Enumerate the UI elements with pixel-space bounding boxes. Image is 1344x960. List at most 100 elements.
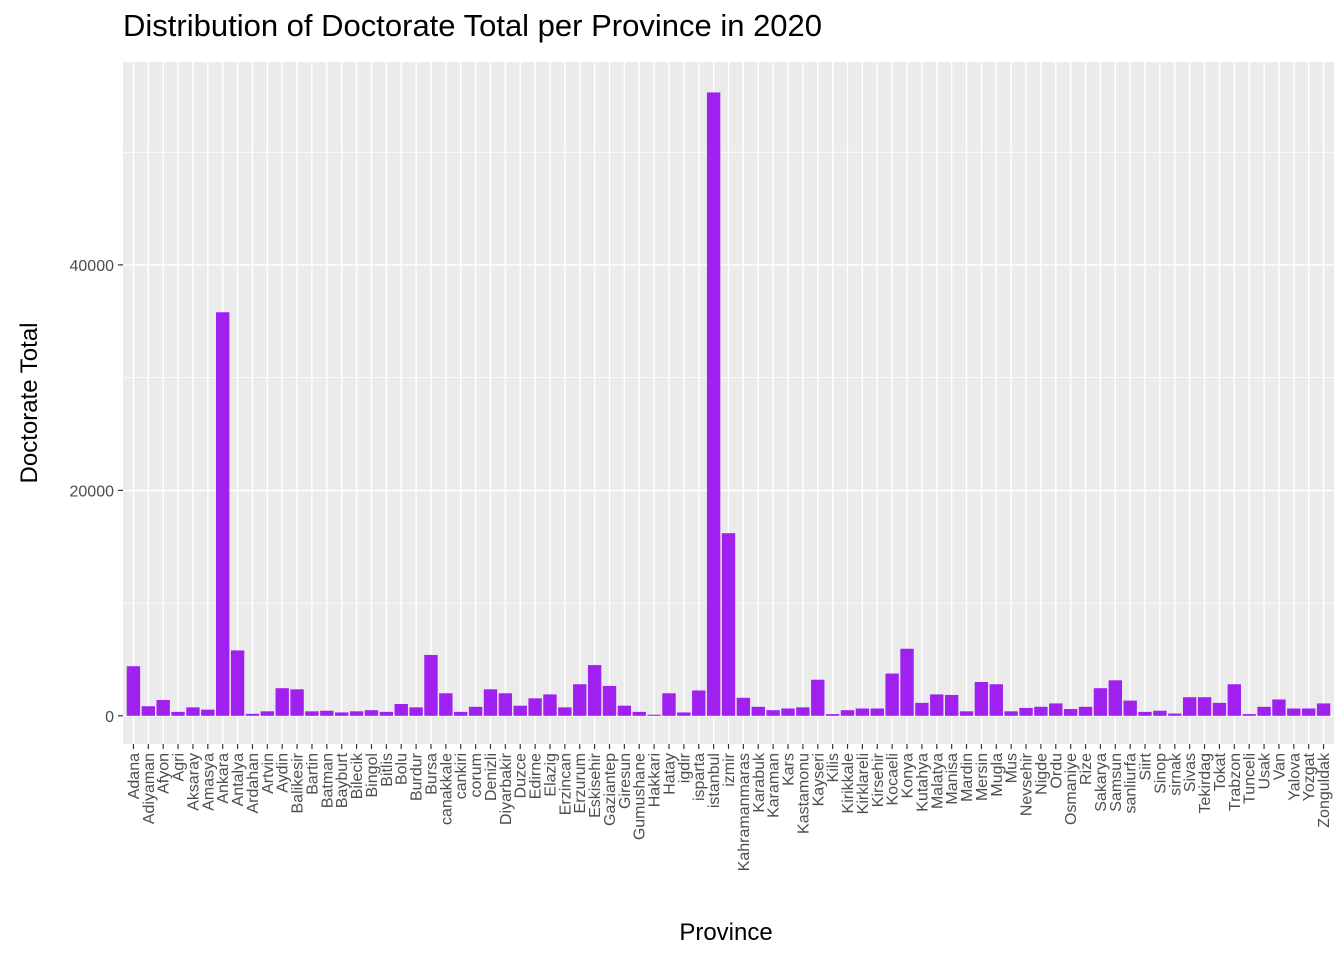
bar-burdur — [409, 707, 423, 716]
bar-canakkale — [439, 693, 453, 716]
x-tick-label: Sivas — [1182, 753, 1199, 792]
bar-afyon — [156, 700, 170, 716]
bar-sanliurfa — [1123, 700, 1137, 716]
bar-artvin — [260, 711, 275, 716]
x-tick-label: Artvin — [260, 753, 277, 794]
bar-bartin — [305, 711, 319, 716]
x-tick-label: Sakarya — [1093, 753, 1110, 812]
bar-hakkari — [647, 714, 661, 716]
bar-isparta — [692, 690, 706, 716]
bar-bayburt — [335, 712, 349, 716]
bar-nigde — [1034, 706, 1048, 716]
bar-aydin — [275, 688, 289, 716]
x-tick-label: Trabzon — [1227, 753, 1244, 811]
x-tick-label: Kirsehir — [870, 752, 887, 807]
x-tick-label: Kutahya — [914, 753, 931, 812]
x-tick-label: Mersin — [974, 753, 991, 801]
x-tick-label: Kocaeli — [885, 753, 902, 805]
x-tick-label: Tokat — [1212, 752, 1229, 791]
bar-ardahan — [245, 713, 260, 716]
bar-mus — [1004, 711, 1018, 716]
x-tick-label: istanbul — [706, 753, 723, 808]
bar-trabzon — [1227, 684, 1241, 716]
x-tick-label: Burdur — [409, 752, 426, 801]
x-tick-label: Konya — [900, 753, 917, 798]
bar-rize — [1078, 706, 1093, 716]
bar-gumushane — [632, 711, 646, 716]
x-tick-label: Edirne — [528, 753, 545, 799]
x-tick-label: Karaman — [766, 753, 783, 818]
x-tick-label: Malatya — [929, 753, 946, 809]
x-tick-label: Bitlis — [379, 753, 396, 787]
bar-adiyaman — [141, 706, 156, 716]
bar-mugla — [989, 684, 1003, 716]
bar-bingol — [364, 710, 379, 716]
bar-agri — [171, 711, 185, 716]
x-tick-label: Kars — [781, 753, 798, 786]
bar-aksaray — [186, 707, 200, 716]
x-axis: AdanaAdiyamanAfyonAgriAksarayAmasyaAnkar… — [126, 744, 1333, 871]
bar-kastamonu — [796, 707, 810, 716]
bar-osmaniye — [1063, 709, 1078, 716]
bar-balikesir — [290, 689, 304, 716]
y-axis: 0 20000 40000 — [70, 258, 123, 726]
bar-istanbul — [706, 92, 721, 716]
bar-duzce — [513, 705, 527, 716]
bar-bursa — [424, 654, 438, 716]
bar-sivas — [1182, 697, 1197, 716]
x-tick-label: Hakkari — [647, 753, 664, 807]
bar-erzurum — [573, 684, 587, 716]
x-tick-label: Siirt — [1138, 752, 1155, 780]
bar-ordu — [1049, 703, 1063, 716]
bar-batman — [320, 710, 334, 716]
bar-erzincan — [558, 707, 572, 716]
bar-giresun — [617, 705, 632, 716]
bar-usak — [1257, 706, 1271, 716]
x-tick-label: Tekirdag — [1197, 753, 1214, 813]
bar-manisa — [944, 694, 959, 716]
bar-tunceli — [1242, 714, 1256, 716]
bar-samsun — [1108, 680, 1122, 716]
x-tick-label: Osmaniye — [1063, 753, 1080, 825]
bar-nevsehir — [1019, 707, 1033, 716]
bar-bilecik — [349, 711, 364, 716]
x-tick-label: Gumushane — [632, 753, 649, 840]
y-tick-label: 0 — [105, 709, 114, 726]
x-tick-label: Usak — [1257, 752, 1274, 789]
x-tick-label: Rize — [1078, 753, 1095, 785]
bar-van — [1272, 699, 1286, 716]
x-tick-label: Giresun — [617, 753, 634, 809]
bars — [126, 92, 1331, 716]
bar-tokat — [1212, 702, 1227, 716]
x-tick-label: Diyarbakir — [498, 752, 515, 825]
x-tick-label: Kahramanmaras — [736, 753, 753, 871]
bar-gaziantep — [602, 685, 617, 716]
x-tick-label: izmir — [721, 752, 738, 786]
x-tick-label: Kilis — [825, 753, 842, 782]
x-tick-label: Aksaray — [185, 753, 202, 811]
bar-kayseri — [811, 679, 825, 716]
x-tick-label: Aydin — [275, 753, 292, 793]
x-tick-label: Adana — [126, 753, 143, 799]
x-tick-label: Elazig — [542, 753, 559, 797]
x-tick-label: Kirikkale — [840, 753, 857, 814]
x-tick-label: Bilecik — [349, 752, 366, 799]
y-tick-label: 40000 — [70, 258, 115, 275]
x-tick-label: Ordu — [1048, 753, 1065, 789]
x-tick-label: canakkale — [438, 753, 455, 825]
x-tick-label: Agri — [171, 753, 188, 781]
x-tick-label: Nigde — [1033, 753, 1050, 795]
bar-denizli — [483, 689, 498, 716]
bar-bitlis — [379, 711, 394, 716]
bar-kars — [781, 708, 795, 716]
bar-kilis — [825, 714, 840, 716]
x-tick-label: sirnak — [1167, 752, 1184, 796]
bar-kirklareli — [855, 708, 870, 716]
x-tick-label: Samsun — [1108, 753, 1125, 812]
x-tick-label: Duzce — [513, 753, 530, 798]
bar-kocaeli — [885, 673, 899, 716]
bar-elazig — [543, 694, 557, 716]
x-axis-title: Province — [679, 919, 772, 946]
x-tick-label: Balikesir — [290, 752, 307, 813]
